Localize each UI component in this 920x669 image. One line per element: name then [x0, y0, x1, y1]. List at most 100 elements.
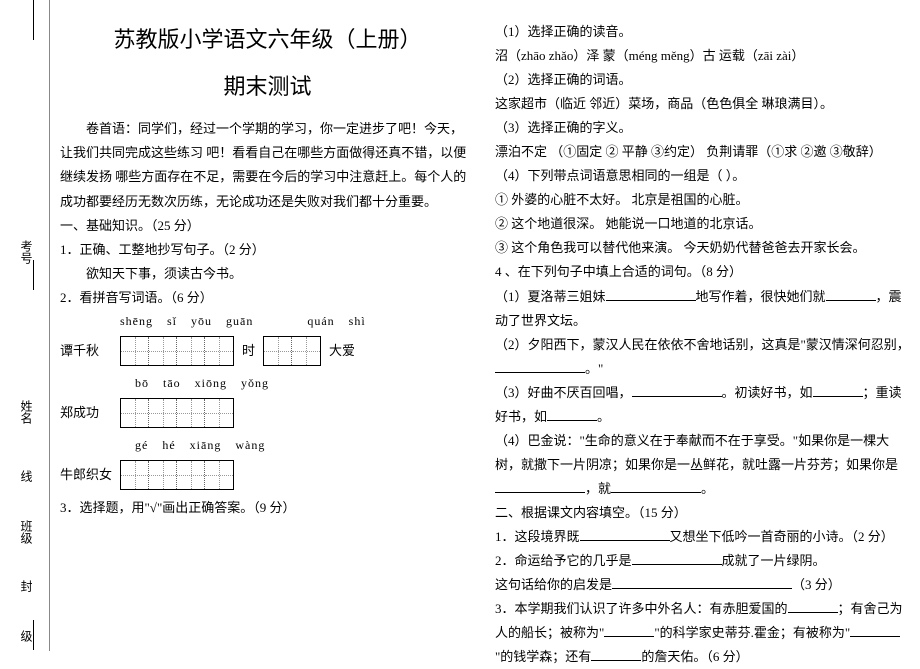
label-xian: 线 [18, 470, 35, 482]
text: 。 [597, 409, 610, 424]
pinyin: bō [135, 372, 149, 394]
pinyin: gé [135, 434, 148, 456]
fill-blank[interactable] [788, 600, 838, 613]
text: 1．这段境界既 [495, 529, 580, 544]
label-feng: 封 [18, 580, 35, 592]
pinyin: tāo [163, 372, 181, 394]
column-right: （1）选择正确的读音。 沼（zhāo zhǎo）泽 蒙（méng měng）古 … [495, 20, 910, 641]
q3-sub3-line: 漂泊不定 （①固定 ② 平静 ③约定） 负荆请罪（①求 ②邀 ③敬辞） [495, 140, 910, 164]
q3-sub4-opt1: ① 外婆的心脏不太好。 北京是祖国的心脏。 [495, 188, 910, 212]
pinyin: xiāng [190, 434, 222, 456]
pinyin: wàng [235, 434, 265, 456]
answer-grid-row-1: 谭千秋 时 大爱 [60, 336, 475, 366]
char-grid[interactable] [263, 336, 321, 366]
q3-sub4-opt3: ③ 这个角色我可以替代他来演。 今天奶奶代替爸爸去开家长会。 [495, 236, 910, 260]
text: （2）夕阳西下，蒙汉人民在依依不舍地话别，这真是"蒙汉情深何忍别， [495, 337, 910, 352]
text: 。" [585, 361, 603, 376]
question-3: 3．选择题，用"√"画出正确答案。（9 分） [60, 496, 475, 520]
binding-line [33, 260, 34, 290]
q3-sub2: （2）选择正确的词语。 [495, 68, 910, 92]
char-grid[interactable] [120, 460, 234, 490]
s2-q1: 1．这段境界既 又想坐下低吟一首奇丽的小诗。（2 分） [495, 525, 910, 549]
fill-blank[interactable] [611, 480, 701, 493]
fill-blank[interactable] [632, 384, 722, 397]
grid-label: 牛郎织女 [60, 463, 112, 487]
binding-line [33, 0, 34, 40]
question-4: 4 、在下列句子中填上合适的词句。（8 分） [495, 260, 910, 284]
grid-label: 谭千秋 [60, 339, 112, 363]
s2-q2b: 这句话给你的启发是 （3 分） [495, 573, 910, 597]
text: （3）好曲不厌百回唱， [495, 385, 632, 400]
q4-3: （3）好曲不厌百回唱，。初读好书，如；重读好书，如。 [495, 381, 910, 429]
label-banji: 班级 [18, 520, 35, 544]
doc-title: 苏教版小学语文六年级（上册） [60, 20, 475, 61]
pinyin: sǐ [167, 310, 177, 332]
content-columns: 苏教版小学语文六年级（上册） 期末测试 卷首语：同学们，经过一个学期的学习，你一… [60, 20, 910, 641]
text: 。初读好书，如 [722, 385, 813, 400]
q3-sub1: （1）选择正确的读音。 [495, 20, 910, 44]
binding-line [33, 620, 34, 650]
grid-mid-text: 时 [242, 339, 255, 363]
section-2-heading: 二、根据课文内容填空。（15 分） [495, 501, 910, 525]
q3-sub1-line: 沼（zhāo zhǎo）泽 蒙（méng měng）古 运载（zāi zài） [495, 44, 910, 68]
q3-sub4: （4）下列带点词语意思相同的一组是（ ）。 [495, 164, 910, 188]
pinyin: yǒng [241, 372, 269, 394]
text: 2．命运给予它的几乎是 [495, 553, 632, 568]
grid-right-text: 大爱 [329, 339, 355, 363]
q3-sub3: （3）选择正确的字义。 [495, 116, 910, 140]
fill-blank[interactable] [606, 288, 696, 301]
pinyin-row-2: bō tāo xiōng yǒng [135, 372, 475, 394]
text: 地写作着，很快她们就 [696, 289, 826, 304]
fill-blank[interactable] [813, 384, 863, 397]
fill-blank[interactable] [850, 624, 900, 637]
pinyin: yōu [191, 310, 212, 332]
text: ，就 [585, 481, 611, 496]
text: 这句话给你的启发是 [495, 577, 612, 592]
s2-q2: 2．命运给予它的几乎是 成就了一片绿阴。 [495, 549, 910, 573]
fill-blank[interactable] [632, 552, 722, 565]
q4-4: （4）巴金说："生命的意义在于奉献而不在于享受。"如果你是一棵大树，就撒下一片阴… [495, 429, 910, 501]
text: （3 分） [792, 577, 841, 592]
q3-sub2-line: 这家超市（临近 邻近）菜场，商品（色色俱全 琳琅满目）。 [495, 92, 910, 116]
doc-subtitle: 期末测试 [60, 67, 475, 108]
char-grid[interactable] [120, 336, 234, 366]
fill-blank[interactable] [495, 480, 585, 493]
fill-blank[interactable] [612, 576, 792, 589]
text: 。 [701, 481, 714, 496]
char-grid[interactable] [120, 398, 234, 428]
preface-text: 卷首语：同学们，经过一个学期的学习，你一定进步了吧！今天，让我们共同完成这些练习… [60, 117, 475, 213]
column-left: 苏教版小学语文六年级（上册） 期末测试 卷首语：同学们，经过一个学期的学习，你一… [60, 20, 475, 641]
q4-1: （1）夏洛蒂三姐妹地写作着，很快她们就，震动了世界文坛。 [495, 285, 910, 333]
fill-blank[interactable] [547, 408, 597, 421]
answer-grid-row-2: 郑成功 [60, 398, 475, 428]
text: 成就了一片绿阴。 [722, 553, 826, 568]
text: 又想坐下低吟一首奇丽的小诗。（2 分） [670, 529, 894, 544]
text: 3．本学期我们认识了许多中外名人：有赤胆爱国的 [495, 601, 788, 616]
s2-q3: 3．本学期我们认识了许多中外名人：有赤胆爱国的；有舍己为人的船长；被称为""的科… [495, 597, 910, 669]
text: 的詹天佑。（6 分） [641, 649, 748, 664]
pinyin: shēng [120, 310, 153, 332]
pinyin-row-3: gé hé xiāng wàng [135, 434, 475, 456]
fill-blank[interactable] [580, 528, 670, 541]
pinyin: hé [162, 434, 175, 456]
fill-blank[interactable] [826, 288, 876, 301]
q4-2: （2）夕阳西下，蒙汉人民在依依不舍地话别，这真是"蒙汉情深何忍别， 。" [495, 333, 910, 381]
pinyin: shì [349, 310, 366, 332]
fill-blank[interactable] [495, 360, 585, 373]
text: （4）巴金说："生命的意义在于奉献而不在于享受。"如果你是一棵大树，就撒下一片阴… [495, 433, 898, 472]
question-1-sentence: 欲知天下事，须读古今书。 [60, 262, 475, 286]
pinyin: xiōng [195, 372, 227, 394]
fill-blank[interactable] [591, 648, 641, 661]
section-1-heading: 一、基础知识。（25 分） [60, 214, 475, 238]
pinyin: guān [226, 310, 253, 332]
text: （1）夏洛蒂三姐妹 [495, 289, 606, 304]
pinyin-row-1: shēng sǐ yōu guān quán shì [120, 310, 475, 332]
answer-grid-row-3: 牛郎织女 [60, 460, 475, 490]
binding-margin: 考号 姓名 线 班级 封 级 [0, 0, 50, 651]
question-1: 1．正确、工整地抄写句子。（2 分） [60, 238, 475, 262]
q3-sub4-opt2: ② 这个地道很深。 她能说一口地道的北京话。 [495, 212, 910, 236]
label-xingming: 姓名 [18, 400, 35, 424]
grid-label: 郑成功 [60, 401, 112, 425]
text: "的钱学森；还有 [495, 649, 591, 664]
fill-blank[interactable] [604, 624, 654, 637]
